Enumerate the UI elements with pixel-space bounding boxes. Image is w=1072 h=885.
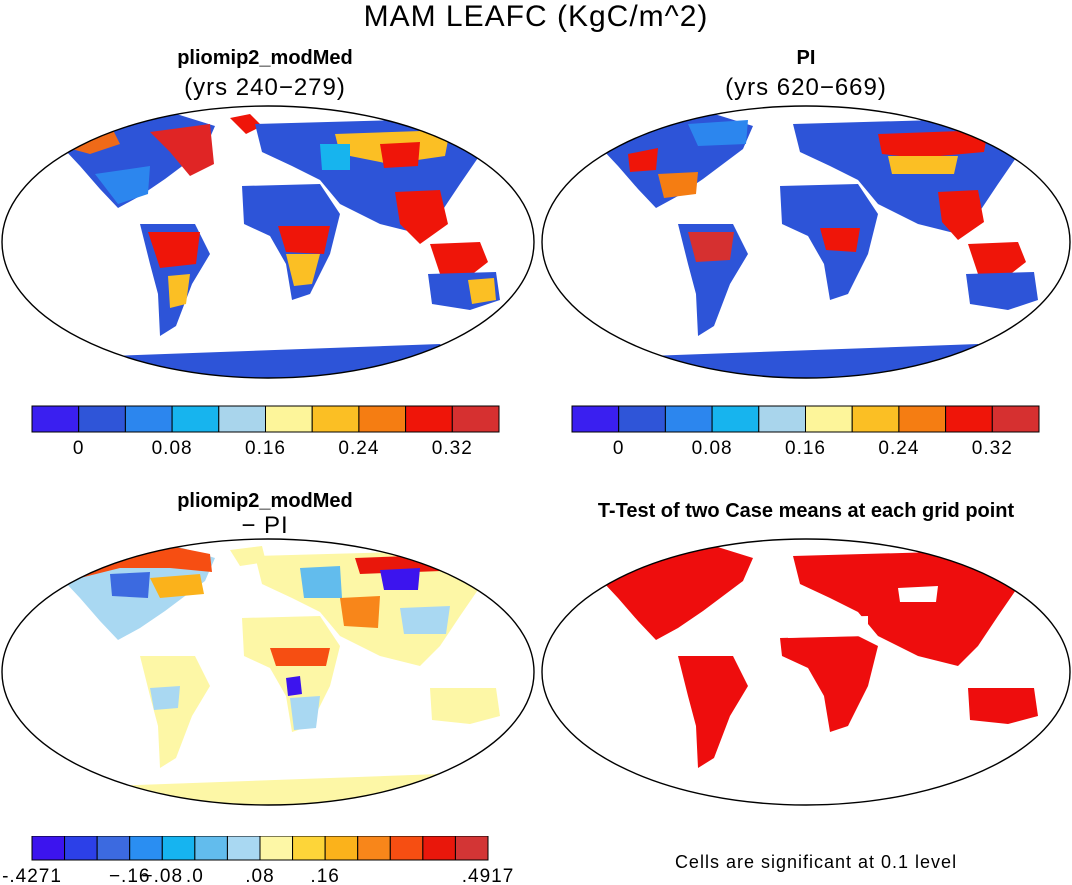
- colorbar-right-swatch: [571, 405, 620, 433]
- colorbar-right-swatch: [664, 405, 713, 433]
- colorbar-left-swatch: [218, 405, 267, 433]
- panel2-map: [541, 105, 1071, 379]
- map4-significance: [598, 544, 1038, 768]
- colorbar-right-swatch: [618, 405, 666, 433]
- colorbar-difference-tick-label: .16: [310, 866, 339, 885]
- colorbar-left-tick-label: 0: [73, 438, 85, 459]
- colorbar-left-tick-label: 0.08: [152, 438, 193, 459]
- colorbar-right-swatch: [945, 405, 993, 433]
- panel1-title: pliomip2_modMed: [177, 47, 353, 69]
- panel3-subtitle: − PI: [241, 512, 289, 539]
- panel3-map: [1, 538, 535, 806]
- colorbar-difference-tick-label: .0: [186, 866, 204, 885]
- panel1-map: [1, 105, 535, 379]
- colorbar-difference-swatch: [389, 836, 424, 861]
- colorbar-right-tick-label: 0.08: [692, 438, 733, 459]
- colorbar-difference-tick-label: -.4271: [2, 866, 62, 885]
- colorbar-right-tick-label: 0.24: [878, 438, 919, 459]
- colorbar-right-swatch: [851, 405, 900, 433]
- colorbar-difference: -.4271 −.16−.08.0 .08 .16 .4917: [2, 836, 515, 885]
- colorbar-right-swatch: [711, 405, 760, 433]
- map1-land: [60, 112, 500, 378]
- panel4-title: T-Test of two Case means at each grid po…: [597, 500, 1015, 522]
- colorbar-left-tick-label: 0.24: [338, 438, 379, 459]
- panel4-map: [541, 538, 1071, 806]
- panel2-subtitle: (yrs 620−669): [725, 74, 887, 101]
- colorbar-difference-tick-label: −.16: [109, 866, 151, 885]
- map3-land: [60, 544, 500, 805]
- colorbar-difference-swatch: [31, 836, 66, 861]
- colorbar-difference-swatch: [324, 836, 359, 861]
- colorbar-left-swatch: [78, 405, 126, 433]
- colorbar-difference-swatch: [454, 836, 489, 861]
- colorbar-difference-swatch: [422, 836, 456, 861]
- map2-land: [598, 112, 1038, 378]
- colorbar-left-swatch: [265, 405, 313, 433]
- colorbar-left-tick-label: 0.32: [432, 438, 473, 459]
- panel1-subtitle: (yrs 240−279): [184, 74, 346, 101]
- colorbar-difference-swatch: [129, 836, 163, 861]
- colorbar-difference-swatch: [292, 836, 326, 861]
- panel3-title: pliomip2_modMed: [177, 490, 353, 512]
- colorbar-left-swatch: [311, 405, 360, 433]
- colorbar-right-swatch: [898, 405, 947, 433]
- colorbar-right: 0 0.08 0.16 0.24 0.32: [571, 405, 1040, 459]
- colorbar-difference-swatch: [357, 836, 391, 861]
- colorbar-left-tick-label: 0.16: [245, 438, 286, 459]
- colorbar-left-swatch: [405, 405, 453, 433]
- panel2-title: PI: [796, 47, 816, 69]
- colorbar-left-swatch: [358, 405, 407, 433]
- colorbar-right-swatch: [805, 405, 853, 433]
- colorbar-difference-tick-label: −.08: [142, 866, 184, 885]
- colorbar-difference-swatch: [194, 836, 228, 861]
- colorbar-difference-swatch: [259, 836, 294, 861]
- colorbar-left-swatch: [31, 405, 80, 433]
- colorbar-left-swatch: [124, 405, 173, 433]
- colorbar-left: 0 0.08 0.16 0.24 0.32: [31, 405, 500, 459]
- significance-note: Cells are significant at 0.1 level: [674, 852, 958, 872]
- colorbar-difference-swatch: [64, 836, 98, 861]
- figure-title: MAM LEAFC (KgC/m^2): [363, 0, 709, 33]
- colorbar-right-tick-label: 0.16: [785, 438, 826, 459]
- colorbar-right-tick-label: 0: [613, 438, 625, 459]
- colorbar-difference-swatch: [226, 836, 261, 861]
- colorbar-left-swatch: [171, 405, 220, 433]
- colorbar-difference-swatch: [161, 836, 196, 861]
- colorbar-right-tick-label: 0.32: [972, 438, 1013, 459]
- colorbar-difference-tick-label: .08: [245, 866, 274, 885]
- colorbar-left-swatch: [451, 405, 500, 433]
- colorbar-right-swatch: [758, 405, 807, 433]
- colorbar-difference-swatch: [96, 836, 131, 861]
- colorbar-right-swatch: [991, 405, 1040, 433]
- colorbar-difference-tick-label: .4917: [462, 866, 515, 885]
